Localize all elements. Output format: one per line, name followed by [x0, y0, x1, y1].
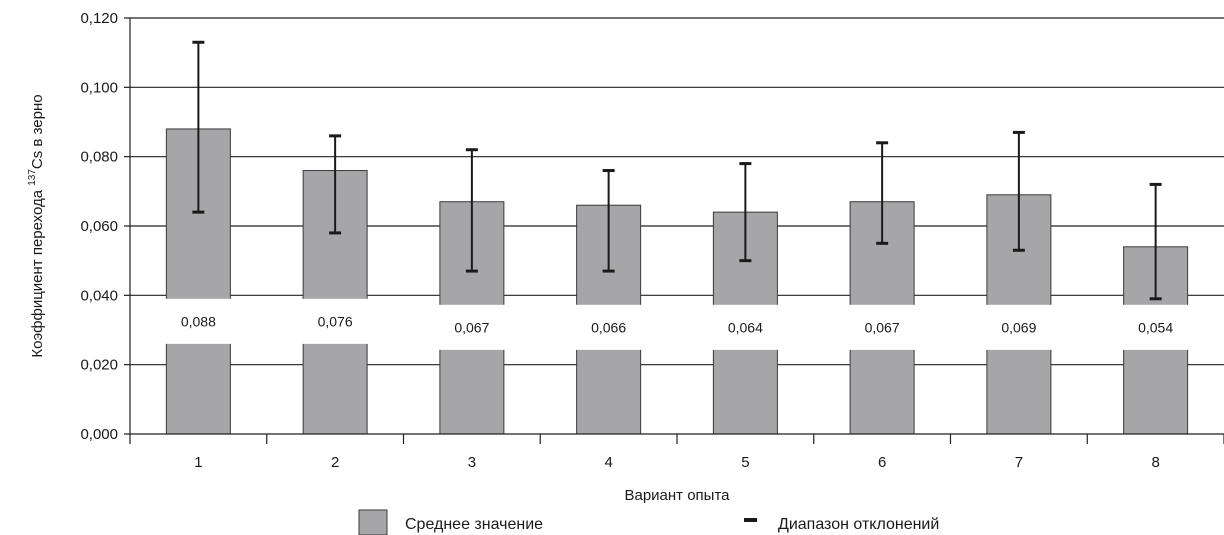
value-label-background [575, 304, 642, 350]
y-axis-title-superscript: 137 [27, 169, 38, 186]
y-tick-labels: 0,000 0,020 0,040 0,060 0,080 0,100 0,120 [80, 10, 118, 443]
y-axis-title-main: Коэффициент перехода [29, 186, 46, 358]
data-label: 0,067 [865, 319, 900, 335]
value-label-background [165, 298, 232, 344]
y-tick-label: 0,020 [80, 357, 118, 374]
value-label-band [165, 298, 1189, 350]
value-label-background [985, 304, 1052, 350]
data-label: 0,067 [454, 319, 489, 335]
value-label-background [438, 304, 505, 350]
y-tick-label: 0,120 [80, 10, 118, 27]
x-tick-label: 3 [468, 454, 476, 471]
data-label: 0,054 [1138, 319, 1173, 335]
legend: Среднее значение Диапазон отклонений [358, 509, 939, 535]
data-label: 0,064 [728, 319, 763, 335]
data-label: 0,069 [1001, 319, 1036, 335]
data-label: 0,066 [591, 319, 626, 335]
x-tick-label: 1 [194, 454, 202, 471]
y-axis-title: Коэффициент перехода 137Cs в зерно [27, 94, 46, 357]
y-tick-label: 0,000 [80, 426, 118, 443]
value-label-background [1122, 304, 1189, 350]
bars [165, 128, 1189, 435]
x-axis-title: Вариант опыта [624, 487, 730, 504]
x-tick-label: 4 [604, 454, 612, 471]
value-label-background [849, 304, 916, 350]
y-axis-title-tail: Cs в зерно [29, 94, 46, 169]
data-labels: 0,088 0,076 0,067 0,066 0,064 0,067 0,069 0,054 [181, 313, 1173, 335]
x-tick-label: 6 [878, 454, 886, 471]
y-tick-label: 0,060 [80, 218, 118, 235]
error-bars [192, 40, 1162, 301]
x-tick-label: 7 [1015, 454, 1023, 471]
legend-error-swatch [744, 518, 757, 522]
x-tick-label: 5 [741, 454, 749, 471]
value-label-background [712, 304, 779, 350]
y-tick-label: 0,100 [80, 79, 118, 96]
legend-bar-label: Среднее значение [405, 516, 543, 533]
legend-bar-swatch [358, 509, 388, 535]
x-tick-label: 8 [1151, 454, 1159, 471]
y-tick-label: 0,040 [80, 287, 118, 304]
data-label: 0,088 [181, 313, 216, 329]
value-label-background [302, 298, 369, 344]
x-tick-label: 2 [331, 454, 339, 471]
legend-error-label: Диапазон отклонений [778, 516, 939, 533]
y-tick-label: 0,080 [80, 149, 118, 166]
x-tick-labels: 1 2 3 4 5 6 7 8 [194, 454, 1160, 471]
data-label: 0,076 [318, 313, 353, 329]
axes [124, 17, 1224, 444]
grid-lines [130, 17, 1224, 366]
